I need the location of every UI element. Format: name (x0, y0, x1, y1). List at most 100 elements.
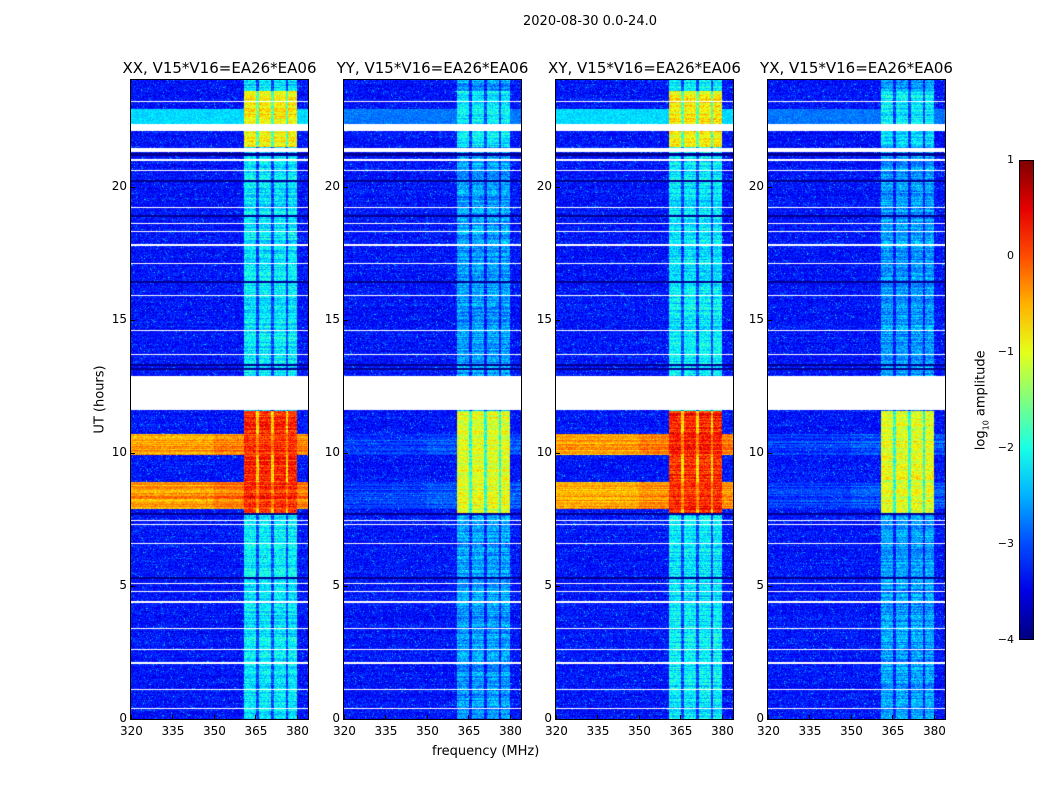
x-tick-label: 320 (333, 724, 356, 738)
y-tick-label: 15 (748, 311, 764, 326)
x-tick-label: 350 (202, 724, 226, 738)
y-tick-label: 5 (119, 577, 127, 592)
x-tick-label: 380 (285, 724, 309, 738)
x-tick-label: 320 (545, 724, 568, 738)
x-tick-label: 380 (710, 724, 734, 738)
y-tick-mark (344, 186, 348, 188)
y-tick-mark (131, 186, 135, 188)
x-tick-mark (680, 715, 682, 719)
x-tick-mark (426, 715, 428, 719)
x-tick-mark (255, 715, 257, 719)
y-tick-label: 0 (544, 711, 552, 725)
y-tick-mark (556, 452, 560, 454)
y-tick-mark (131, 585, 135, 587)
panel-title: YY, V15*V16=EA26*EA06 (336, 59, 529, 77)
x-tick-label: 365 (244, 724, 268, 738)
x-tick-mark (892, 715, 894, 719)
x-tick-mark (509, 715, 511, 719)
y-tick-mark (344, 452, 348, 454)
x-tick-mark (638, 715, 640, 719)
y-tick-label: 0 (756, 711, 764, 725)
x-tick-mark (768, 715, 769, 719)
y-tick-label: 10 (536, 444, 552, 459)
heatmap-image (556, 80, 733, 719)
heatmap-image (768, 80, 945, 719)
x-tick-mark (809, 715, 811, 719)
figure-title: 2020-08-30 0.0-24.0 (523, 14, 657, 29)
heatmap-image (131, 80, 308, 719)
x-tick-label: 380 (498, 724, 522, 738)
y-tick-mark (556, 319, 560, 321)
y-tick-label: 5 (756, 577, 764, 592)
y-tick-mark (768, 585, 772, 587)
x-tick-mark (344, 715, 345, 719)
y-tick-label: 10 (111, 444, 127, 459)
x-tick-mark (597, 715, 599, 719)
y-tick-label: 0 (332, 711, 340, 725)
colorbar-tick-label: 1 (1007, 153, 1014, 166)
colorbar-tick-label: −3 (997, 537, 1014, 550)
colorbar-tick-label: −2 (997, 441, 1014, 454)
x-tick-label: 380 (922, 724, 946, 738)
heatmap-panel-xy (555, 79, 734, 720)
y-tick-mark (131, 319, 135, 321)
x-tick-label: 335 (586, 724, 610, 738)
x-tick-mark (296, 715, 298, 719)
y-tick-mark (344, 319, 348, 321)
heatmap-panel-yy (343, 79, 522, 720)
x-tick-label: 335 (374, 724, 398, 738)
colorbar (1019, 160, 1034, 640)
heatmap-panel-yx (767, 79, 946, 720)
x-tick-label: 350 (415, 724, 439, 738)
x-tick-label: 365 (457, 724, 481, 738)
x-tick-label: 335 (161, 724, 185, 738)
x-tick-mark (385, 715, 387, 719)
heatmap-image (344, 80, 521, 719)
y-tick-label: 20 (536, 178, 552, 193)
y-tick-mark (344, 719, 348, 720)
x-tick-label: 350 (839, 724, 863, 738)
y-tick-label: 5 (544, 577, 552, 592)
y-tick-label: 5 (332, 577, 340, 592)
y-tick-mark (768, 452, 772, 454)
heatmap-panel-xx (130, 79, 309, 720)
x-tick-mark (721, 715, 723, 719)
x-tick-label: 320 (120, 724, 143, 738)
y-axis-label: UT (hours) (92, 365, 108, 434)
x-tick-mark (556, 715, 557, 719)
y-tick-mark (768, 186, 772, 188)
panel-title: XY, V15*V16=EA26*EA06 (548, 59, 741, 77)
y-tick-label: 0 (119, 711, 127, 725)
x-tick-mark (172, 715, 174, 719)
x-tick-label: 350 (627, 724, 651, 738)
x-axis-label: frequency (MHz) (432, 744, 540, 759)
x-tick-mark (468, 715, 470, 719)
colorbar-tick-label: −1 (997, 345, 1014, 358)
y-tick-mark (556, 585, 560, 587)
panel-title: YX, V15*V16=EA26*EA06 (760, 59, 953, 77)
y-tick-label: 20 (748, 178, 764, 193)
y-tick-label: 20 (111, 178, 127, 193)
x-tick-mark (213, 715, 215, 719)
x-tick-mark (850, 715, 852, 719)
y-tick-label: 20 (324, 178, 340, 193)
panel-title: XX, V15*V16=EA26*EA06 (122, 59, 317, 77)
y-tick-label: 10 (748, 444, 764, 459)
y-tick-mark (768, 719, 772, 720)
y-tick-label: 15 (324, 311, 340, 326)
y-tick-mark (556, 719, 560, 720)
x-tick-label: 365 (669, 724, 693, 738)
x-tick-label: 365 (881, 724, 905, 738)
colorbar-tick-label: 0 (1007, 249, 1014, 262)
y-tick-label: 15 (111, 311, 127, 326)
x-tick-label: 320 (757, 724, 780, 738)
x-tick-label: 335 (798, 724, 822, 738)
x-tick-mark (131, 715, 132, 719)
y-tick-mark (768, 319, 772, 321)
colorbar-tick-label: −4 (997, 633, 1014, 646)
y-tick-label: 10 (324, 444, 340, 459)
y-tick-label: 15 (536, 311, 552, 326)
y-tick-mark (131, 452, 135, 454)
x-tick-mark (933, 715, 935, 719)
